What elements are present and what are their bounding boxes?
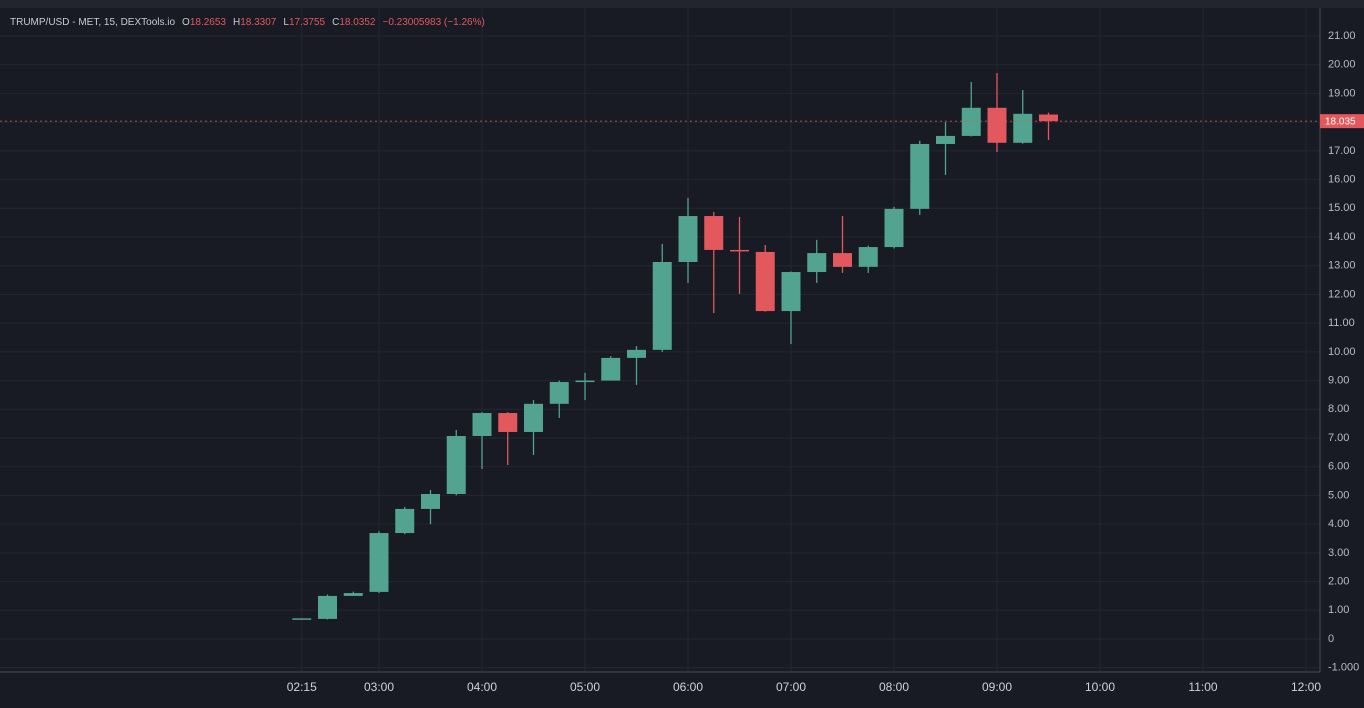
x-tick-label: 10:00 (1085, 680, 1115, 694)
candle-body (652, 261, 672, 350)
candle-body (369, 533, 389, 592)
y-tick-label: 17.00 (1328, 145, 1356, 157)
y-tick-label: 4.00 (1328, 518, 1349, 530)
candle-body (575, 380, 595, 383)
candle-body (318, 595, 337, 619)
last-price-label: 18.035 (1325, 116, 1356, 127)
y-tick-label: -1.000 (1328, 662, 1359, 674)
candle-body (910, 143, 930, 209)
y-tick-label: 15.00 (1328, 202, 1356, 214)
candle-body (987, 107, 1007, 143)
candle-body (524, 403, 543, 432)
y-tick-label: 1.00 (1328, 604, 1349, 616)
candle-body (755, 251, 775, 312)
y-tick-label: 6.00 (1328, 461, 1349, 473)
y-tick-label: 12.00 (1328, 288, 1356, 300)
x-tick-label: 02:15 (287, 680, 317, 694)
candle-body (549, 382, 569, 404)
y-tick-label: 13.00 (1328, 260, 1356, 272)
candles (0, 73, 1320, 620)
candle-body (421, 493, 440, 509)
y-tick-label: 7.00 (1328, 432, 1349, 444)
candle-body (884, 208, 904, 248)
y-tick-label: 19.00 (1328, 87, 1356, 99)
y-tick-label: 21.00 (1328, 30, 1356, 42)
header-text: 18.3307 (240, 17, 277, 28)
y-tick-label: 20.00 (1328, 59, 1356, 71)
header-text: 17.3755 (289, 17, 326, 28)
candle-body (395, 508, 415, 534)
y-tick-label: 5.00 (1328, 489, 1349, 501)
candle-body (1013, 113, 1033, 143)
candle-body (472, 413, 492, 436)
x-tick-label: 06:00 (673, 680, 703, 694)
y-tick-label: 11.00 (1328, 317, 1355, 329)
candle-body (781, 272, 801, 312)
x-tick-label: 11:00 (1188, 680, 1217, 694)
header-text: 18.0352 (339, 17, 376, 28)
header: TRUMP/USD - MET, 15, DEXTools.io O18.2653… (10, 17, 485, 28)
x-tick-label: 09:00 (982, 680, 1012, 694)
header-text: 18.2653 (190, 17, 227, 28)
candle-body (704, 216, 724, 250)
last-price-tag (1320, 114, 1364, 129)
top-strip (0, 0, 1364, 8)
x-tick-label: 07:00 (776, 680, 806, 694)
candle-body (858, 247, 878, 267)
y-tick-label: 9.00 (1328, 374, 1349, 386)
candle-body (343, 593, 363, 596)
x-tick-label: 04:00 (467, 680, 497, 694)
header-text: C (332, 17, 339, 28)
candle-body (627, 349, 646, 358)
candle-body (961, 107, 981, 136)
candle-body (601, 357, 621, 381)
header-text: O (182, 17, 190, 28)
candle-body (730, 249, 749, 252)
y-tick-label: 8.00 (1328, 403, 1349, 415)
y-tick-label: 14.00 (1328, 231, 1356, 243)
x-tick-label: 08:00 (879, 680, 909, 694)
axes: -1.000 0 1.00 2.00 3.00 4.00 5.00 6.00 7.00 8.00 9… (287, 30, 1364, 694)
candle-body (1039, 114, 1058, 122)
y-tick-label: 3.00 (1328, 547, 1349, 559)
candle-body (807, 253, 827, 273)
candle-body (833, 253, 852, 267)
header-text: H (233, 17, 240, 28)
candle-body (678, 216, 698, 262)
x-tick-label: 12:00 (1291, 680, 1321, 694)
header-text: L (283, 17, 289, 28)
candle-body (936, 135, 955, 144)
y-tick-label: 2.00 (1328, 575, 1349, 587)
x-tick-label: 05:00 (570, 680, 600, 694)
header-text: TRUMP/USD - MET, 15, DEXTools.io (10, 17, 175, 28)
x-tick-label: 03:00 (364, 680, 394, 694)
candle-body (498, 413, 518, 432)
y-tick-label: 0 (1328, 633, 1334, 645)
header-text: −0.23005983 (−1.26%) (382, 17, 484, 28)
candle-body (446, 435, 466, 494)
y-tick-label: 16.00 (1328, 173, 1356, 185)
y-tick-label: 10.00 (1328, 346, 1356, 358)
candle-body (292, 618, 312, 620)
